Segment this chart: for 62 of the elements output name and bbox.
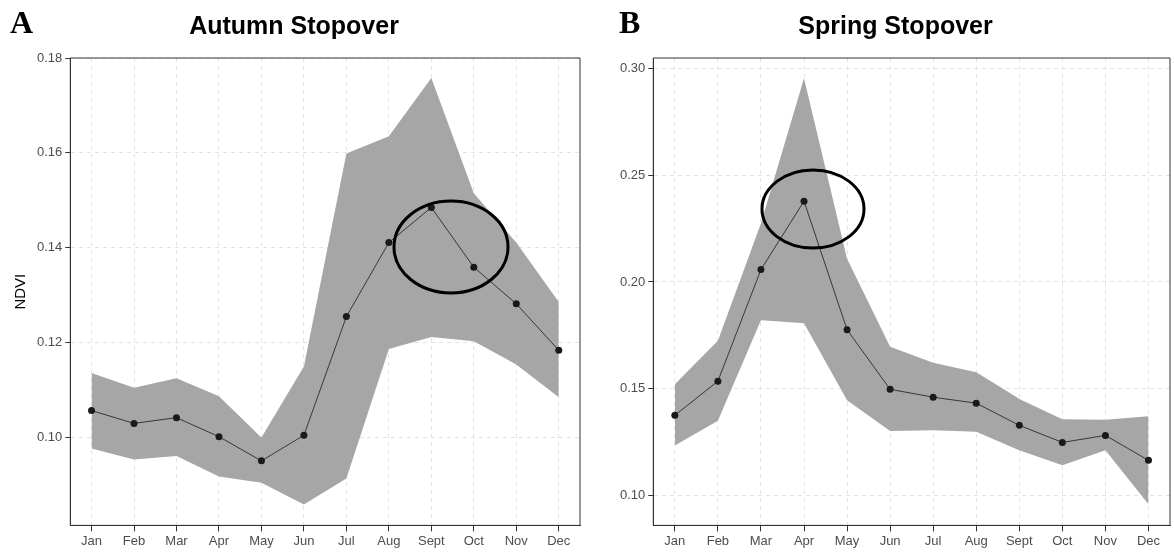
point bbox=[470, 263, 478, 271]
y-tick-label: 0.18 bbox=[36, 49, 63, 65]
text: B bbox=[619, 4, 641, 41]
x-tick-label: Jan bbox=[81, 532, 103, 548]
point bbox=[714, 377, 722, 385]
y-tick-label: 0.25 bbox=[619, 166, 646, 182]
x-tick-label: Jan bbox=[664, 532, 686, 548]
x-tick-label: May bbox=[249, 532, 275, 548]
point bbox=[172, 414, 180, 422]
y-tick-label: 0.30 bbox=[619, 60, 646, 76]
y-tick-label: 0.20 bbox=[619, 273, 646, 289]
x-tick-label: Oct bbox=[463, 532, 485, 548]
point bbox=[1101, 431, 1109, 439]
y-axis-title: NDVI bbox=[11, 273, 29, 310]
point bbox=[1015, 421, 1023, 429]
point bbox=[757, 266, 765, 274]
x-tick-label: Apr bbox=[208, 532, 230, 548]
y-tick-label: 0.10 bbox=[619, 486, 646, 502]
point bbox=[215, 433, 223, 441]
y-tick-label: 0.15 bbox=[619, 380, 646, 396]
text: A bbox=[10, 4, 34, 41]
x-tick-label: Mar bbox=[165, 532, 189, 548]
chart-title: Autumn Stopover bbox=[189, 10, 400, 39]
point bbox=[342, 313, 350, 321]
x-tick-label: Mar bbox=[749, 532, 773, 548]
x-tick-label: Jun bbox=[293, 532, 315, 548]
point bbox=[1144, 456, 1152, 464]
y-tick-label: 0.16 bbox=[36, 144, 63, 160]
x-tick-label: Nov bbox=[1093, 532, 1118, 548]
x-tick-label: Aug bbox=[964, 532, 988, 548]
x-tick-label: Feb bbox=[706, 532, 730, 548]
x-tick-label: Dec bbox=[1136, 532, 1161, 548]
y-tick-label: 0.10 bbox=[36, 429, 63, 445]
chart-title: Spring Stopover bbox=[798, 10, 993, 39]
point bbox=[1058, 438, 1066, 446]
y-tick-label: 0.12 bbox=[36, 334, 63, 350]
point bbox=[88, 407, 96, 415]
point bbox=[800, 197, 808, 205]
point bbox=[972, 399, 980, 407]
point bbox=[512, 300, 520, 308]
x-tick-label: Jul bbox=[924, 532, 942, 548]
x-tick-label: Jun bbox=[879, 532, 901, 548]
x-tick-label: Jul bbox=[338, 532, 355, 548]
x-tick-label: Aug bbox=[377, 532, 401, 548]
y-tick-label: 0.14 bbox=[36, 239, 63, 255]
point bbox=[385, 239, 393, 247]
x-tick-label: Oct bbox=[1052, 532, 1073, 548]
x-tick-label: Sept bbox=[1005, 532, 1034, 548]
x-tick-label: May bbox=[834, 532, 860, 548]
point bbox=[886, 385, 894, 393]
point bbox=[555, 346, 563, 354]
x-tick-label: Nov bbox=[504, 532, 529, 548]
x-tick-label: Sept bbox=[417, 532, 446, 548]
point bbox=[929, 393, 937, 401]
point bbox=[300, 431, 308, 439]
point bbox=[130, 419, 138, 427]
x-tick-label: Dec bbox=[547, 532, 571, 548]
point bbox=[671, 411, 679, 419]
point bbox=[257, 457, 265, 465]
point bbox=[843, 326, 851, 334]
x-tick-label: Apr bbox=[793, 532, 815, 548]
x-tick-label: Feb bbox=[122, 532, 146, 548]
